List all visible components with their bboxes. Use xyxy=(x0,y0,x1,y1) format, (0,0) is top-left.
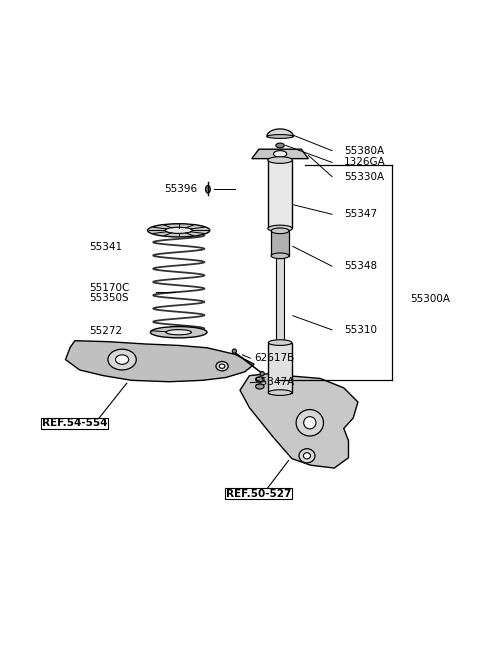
Polygon shape xyxy=(267,129,293,136)
Ellipse shape xyxy=(255,384,264,389)
Ellipse shape xyxy=(255,377,264,382)
Ellipse shape xyxy=(299,449,315,463)
Text: 55310: 55310 xyxy=(344,325,377,335)
Ellipse shape xyxy=(166,329,192,335)
Ellipse shape xyxy=(267,134,293,138)
Text: 55347A: 55347A xyxy=(254,377,294,386)
Polygon shape xyxy=(252,149,308,159)
Ellipse shape xyxy=(271,253,289,259)
Text: 55300A: 55300A xyxy=(410,294,450,304)
Ellipse shape xyxy=(276,143,284,148)
Ellipse shape xyxy=(260,371,264,376)
Ellipse shape xyxy=(205,185,210,193)
Ellipse shape xyxy=(304,417,316,429)
Ellipse shape xyxy=(274,151,287,157)
Text: 1326GA: 1326GA xyxy=(344,157,385,168)
Ellipse shape xyxy=(116,355,129,364)
Ellipse shape xyxy=(150,327,207,338)
Text: 55348: 55348 xyxy=(344,261,377,271)
Text: 55341: 55341 xyxy=(89,242,122,252)
Text: 55350S: 55350S xyxy=(89,293,129,303)
Text: 55396: 55396 xyxy=(165,184,198,195)
Ellipse shape xyxy=(303,453,311,459)
Ellipse shape xyxy=(271,228,289,234)
Ellipse shape xyxy=(232,349,237,353)
Bar xyxy=(271,231,289,256)
Text: 55330A: 55330A xyxy=(344,172,384,181)
Ellipse shape xyxy=(296,409,324,436)
Ellipse shape xyxy=(268,157,292,163)
Text: 55380A: 55380A xyxy=(344,145,384,156)
Ellipse shape xyxy=(108,349,136,370)
Ellipse shape xyxy=(268,225,292,232)
Bar xyxy=(268,343,292,392)
Text: REF.50-527: REF.50-527 xyxy=(226,489,291,498)
Polygon shape xyxy=(240,374,358,468)
Polygon shape xyxy=(65,341,254,382)
Ellipse shape xyxy=(219,364,225,368)
Bar xyxy=(276,257,284,367)
Text: 55272: 55272 xyxy=(89,326,122,336)
Ellipse shape xyxy=(147,224,210,237)
Ellipse shape xyxy=(165,227,192,233)
Bar xyxy=(268,160,292,229)
Ellipse shape xyxy=(216,362,228,371)
Text: REF.54-554: REF.54-554 xyxy=(42,419,108,428)
Text: 55347: 55347 xyxy=(344,210,377,219)
Text: 62617B: 62617B xyxy=(254,353,294,363)
Ellipse shape xyxy=(268,390,292,396)
Text: 55170C: 55170C xyxy=(89,284,130,293)
Ellipse shape xyxy=(268,340,292,345)
